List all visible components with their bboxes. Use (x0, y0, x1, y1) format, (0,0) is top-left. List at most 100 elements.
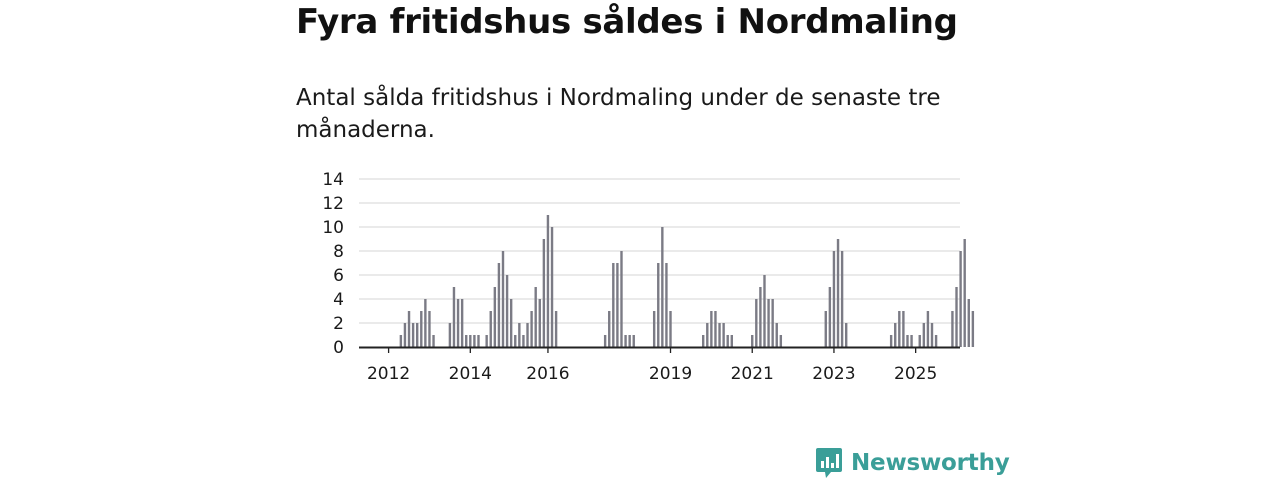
bar (534, 287, 537, 347)
y-tick-label: 4 (333, 290, 344, 310)
bar (759, 287, 762, 347)
bar (706, 323, 709, 347)
chart-subtitle: Antal sålda fritidshus i Nordmaling unde… (296, 85, 941, 143)
bar (906, 335, 909, 347)
x-tick-label: 2016 (526, 364, 569, 384)
bar (416, 323, 419, 347)
bar (730, 335, 733, 347)
bar (714, 311, 717, 347)
bar (702, 335, 705, 347)
bar (399, 335, 403, 347)
bar (403, 323, 407, 347)
x-tick-label: 2012 (367, 364, 410, 384)
bar (898, 311, 901, 347)
bar (775, 323, 778, 347)
bar (628, 335, 631, 347)
y-tick-label: 12 (322, 194, 344, 214)
bar (971, 311, 975, 347)
bar (771, 299, 774, 347)
x-axis-ticks: 2012 2014 2016 2019 2021 2023 2025 (367, 347, 937, 384)
bar (767, 299, 770, 347)
bar (918, 335, 921, 347)
y-tick-label: 10 (322, 218, 344, 238)
bar (407, 311, 411, 347)
y-tick-label: 2 (333, 314, 344, 334)
chart-title: Fyra fritidshus såldes i Nordmaling (296, 2, 958, 42)
bar (538, 299, 541, 347)
bar (465, 335, 468, 347)
bar (620, 251, 623, 347)
bar (894, 323, 897, 347)
bar (755, 299, 758, 347)
bar (514, 335, 517, 347)
bar (661, 227, 664, 347)
bar (452, 287, 456, 347)
newsworthy-logo-icon (816, 448, 842, 478)
bar (832, 251, 836, 347)
bar (955, 287, 958, 347)
bar (828, 287, 832, 347)
bar (726, 335, 729, 347)
bar (845, 323, 848, 347)
bar (411, 323, 415, 347)
bar (509, 299, 513, 347)
bars (399, 215, 975, 347)
bar (616, 263, 619, 347)
bar (889, 335, 893, 347)
bar (550, 227, 554, 347)
bar (460, 299, 464, 347)
x-tick-label: 2021 (731, 364, 774, 384)
bar (612, 263, 615, 347)
bar (669, 311, 672, 347)
bar (840, 251, 844, 347)
y-axis-ticks: 0 2 4 6 8 10 12 14 (322, 170, 344, 358)
bar (751, 335, 754, 347)
bar (926, 311, 930, 347)
bar (718, 323, 721, 347)
bar (522, 335, 525, 347)
bar (959, 251, 962, 347)
bar (485, 335, 488, 347)
bar (420, 311, 423, 347)
bar (632, 335, 635, 347)
bar (657, 263, 660, 347)
bar (963, 239, 966, 347)
x-tick-label: 2014 (449, 364, 492, 384)
bar (608, 311, 611, 347)
bar (722, 323, 725, 347)
bar (934, 335, 938, 347)
y-tick-label: 6 (333, 266, 344, 286)
bar (501, 251, 505, 347)
bar (497, 263, 501, 347)
bar (624, 335, 627, 347)
bar (652, 311, 656, 347)
bar (530, 311, 533, 347)
bar (951, 311, 954, 347)
bar (469, 335, 472, 347)
bar (432, 335, 435, 347)
bar (428, 311, 431, 347)
bar (763, 275, 766, 347)
bar (824, 311, 827, 347)
gridlines (359, 178, 960, 324)
bar (967, 299, 970, 347)
x-tick-label: 2023 (812, 364, 855, 384)
bar (554, 311, 558, 347)
bar (710, 311, 713, 347)
bar (456, 299, 460, 347)
bar (542, 239, 546, 347)
bar (493, 287, 497, 347)
bar (603, 335, 607, 347)
bar (546, 215, 550, 347)
bar (518, 323, 521, 347)
bar (505, 275, 509, 347)
y-tick-label: 14 (322, 170, 344, 190)
bar (836, 239, 840, 347)
bar (448, 323, 452, 347)
bar (922, 323, 926, 347)
bar (779, 335, 783, 347)
bar (665, 263, 668, 347)
y-tick-label: 0 (333, 338, 344, 358)
brand-name: Newsworthy (851, 450, 1010, 476)
bar (902, 311, 905, 347)
